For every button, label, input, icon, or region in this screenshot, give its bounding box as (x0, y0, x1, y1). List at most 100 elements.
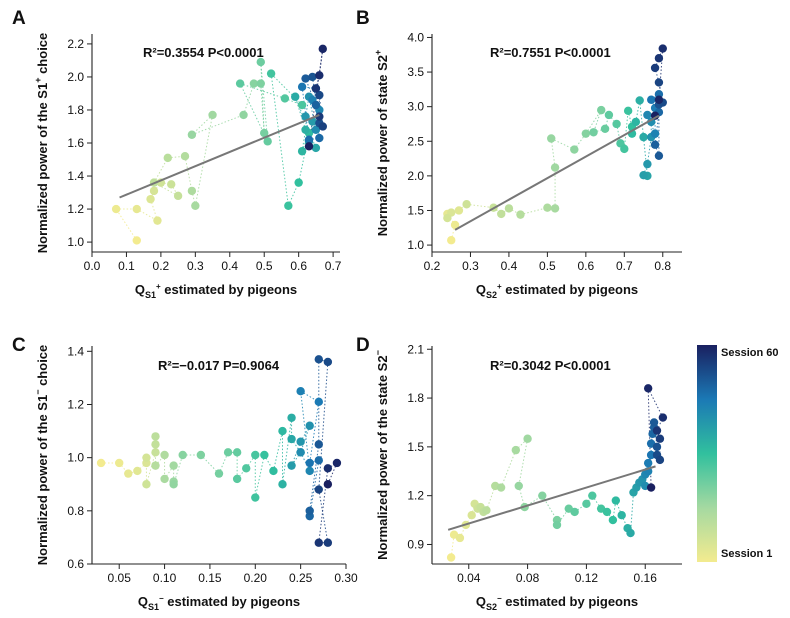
data-point (297, 147, 307, 156)
trajectory-segment (646, 137, 652, 165)
data-point (151, 432, 160, 441)
data-point (516, 210, 525, 219)
trajectory-segment (308, 48, 324, 147)
data-point (151, 448, 160, 457)
data-point (482, 506, 491, 515)
data-point (600, 124, 610, 134)
x-tick-label: 0.6 (290, 259, 307, 273)
data-point (278, 480, 287, 489)
data-point (269, 466, 278, 476)
data-point (296, 437, 305, 446)
data-point (650, 129, 660, 138)
colorbar-gradient (697, 345, 717, 562)
trajectory-segment (291, 441, 302, 466)
x-tick-label: 0.3 (462, 259, 479, 273)
data-point (153, 216, 162, 225)
y-tick-label: 3.5 (407, 65, 424, 79)
data-point (96, 458, 106, 468)
x-axis-label: QS1+ estimated by pigeons (135, 282, 297, 300)
trajectory-segment (254, 454, 265, 498)
data-point (455, 533, 465, 543)
data-point (191, 201, 200, 210)
trajectory-segment (184, 156, 193, 191)
y-tick-label: 2.0 (407, 169, 424, 183)
data-point (251, 450, 260, 460)
data-point (643, 384, 653, 393)
x-tick-label: 0.04 (457, 571, 481, 585)
data-point (160, 474, 169, 484)
y-tick-label: 4.0 (407, 30, 424, 44)
trajectory-segment (245, 454, 256, 469)
trajectory-segment (260, 83, 265, 134)
trajectory-segment (239, 83, 286, 99)
data-point (256, 57, 265, 67)
data-point (643, 458, 653, 468)
data-point (291, 92, 300, 101)
data-point (163, 153, 172, 163)
trajectory-segment (309, 460, 320, 517)
data-point (132, 236, 141, 245)
data-point (649, 418, 659, 427)
trajectory-segment (291, 452, 302, 466)
regression-stats: R²=−0.017 P=0.9064 (158, 358, 280, 373)
data-point (232, 474, 242, 484)
y-axis-label: Normalized power of the state S2− (373, 350, 390, 560)
trajectory-segment (518, 438, 529, 487)
trajectory-segment (647, 388, 664, 418)
data-point (304, 135, 314, 144)
regression-line (119, 114, 320, 199)
data-point (180, 152, 190, 161)
data-point (278, 426, 287, 436)
data-point (305, 466, 314, 476)
data-point (547, 134, 556, 143)
data-point (604, 110, 614, 120)
trajectory-segment (450, 224, 456, 241)
regression-stats: R²=0.3554 P<0.0001 (143, 45, 264, 60)
data-point (617, 510, 626, 520)
trajectory-segment (591, 495, 602, 509)
y-tick-label: 1.5 (407, 203, 424, 217)
trajectory-segment (272, 430, 283, 472)
data-point (647, 95, 656, 104)
data-point (178, 450, 187, 460)
x-axis-label: QS2− estimated by pigeons (476, 594, 638, 612)
x-axis-label: QS1− estimated by pigeons (138, 594, 300, 612)
data-point (305, 458, 314, 468)
data-point (142, 480, 151, 489)
data-point (242, 464, 251, 473)
x-tick-label: 0.1 (118, 259, 135, 273)
trajectory-segment (287, 182, 300, 206)
data-point (196, 450, 206, 460)
trajectory-segment (654, 67, 660, 83)
data-point (467, 510, 476, 520)
x-tick-label: 0.5 (256, 259, 273, 273)
data-point (305, 421, 314, 430)
x-tick-label: 0.2 (424, 259, 441, 273)
data-point (446, 553, 456, 562)
data-point (151, 461, 160, 470)
data-point (311, 143, 321, 153)
trajectory-segment (520, 207, 548, 216)
data-point (223, 448, 233, 457)
data-point (654, 78, 664, 87)
data-point (311, 100, 321, 110)
trajectory-segment (153, 182, 179, 197)
data-point (208, 110, 217, 120)
y-tick-label: 1.0 (67, 235, 84, 249)
data-point (315, 112, 324, 121)
trajectory-segment (615, 500, 623, 516)
data-point (623, 106, 633, 116)
trajectory-segment (260, 62, 265, 134)
data-point (169, 480, 178, 489)
data-point (597, 105, 606, 115)
data-point (650, 140, 660, 149)
colorbar: Session 60 Session 1 (697, 345, 778, 562)
data-point (263, 137, 272, 146)
y-tick-label: 3.0 (407, 100, 424, 114)
data-point (497, 209, 506, 219)
data-point (160, 450, 169, 460)
data-point (297, 100, 307, 110)
trajectory-segment (153, 157, 169, 183)
trajectory-segment (485, 485, 496, 511)
data-point (287, 413, 296, 422)
